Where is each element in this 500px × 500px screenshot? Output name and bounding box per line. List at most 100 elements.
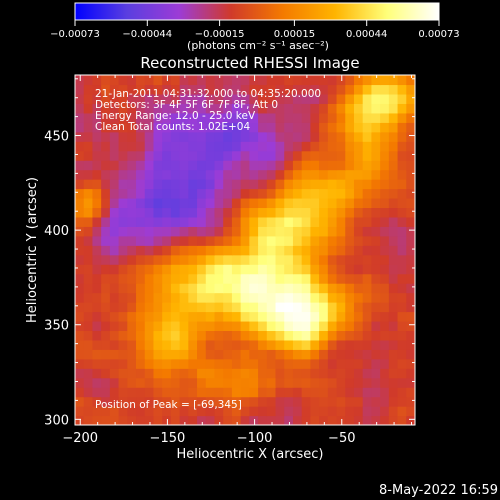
heatmap-cell [118,160,128,171]
heatmap-cell [144,141,155,152]
heatmap-cell [406,330,415,341]
heatmap-cell [127,216,137,227]
heatmap-cell [284,112,294,123]
heatmap-cell [127,330,137,341]
heatmap-cell [240,93,250,104]
heatmap-cell [301,216,311,227]
heatmap-cell [284,339,294,350]
heatmap-cell [75,179,85,190]
heatmap-cell [371,330,381,341]
heatmap-cell [214,368,224,379]
heatmap-cell [162,150,172,161]
heatmap-cell [371,150,381,161]
heatmap-cell [336,169,346,180]
heatmap-cell [188,207,198,218]
heatmap-cell [336,406,346,417]
heatmap-cell [179,103,189,114]
heatmap-cell [310,245,320,256]
heatmap-cell [205,273,216,284]
heatmap-cell [266,122,277,133]
heatmap-cell [231,141,242,152]
heatmap-cell [266,112,277,123]
heatmap-cell [266,292,277,303]
heatmap-cell [319,254,329,265]
heatmap-cell [275,226,285,237]
heatmap-cell [301,103,311,114]
heatmap-cell [118,368,128,379]
heatmap-cell [362,141,373,152]
heatmap-cell [188,188,198,199]
heatmap-cell [266,150,277,161]
heatmap-cell [109,112,120,123]
heatmap-cell [223,292,233,303]
heatmap-cell [380,141,390,152]
colorbar-tick-label: −0.00044 [122,29,172,40]
heatmap-cell [231,245,242,256]
heatmap-cell [170,387,181,398]
heatmap-cell [336,216,346,227]
heatmap-cell [310,358,320,369]
heatmap-cell [292,396,303,407]
heatmap-cell [109,311,120,322]
heatmap-cell [92,197,102,209]
heatmap-cell [292,415,303,425]
heatmap-cell [109,93,120,104]
heatmap-cell [109,141,120,152]
heatmap-cell [388,311,399,322]
heatmap-cell [153,226,163,237]
heatmap-cell [205,197,216,209]
heatmap-cell [170,207,181,218]
heatmap-cell [136,320,146,332]
heatmap-cell [249,169,259,180]
heatmap-cell [197,320,207,332]
heatmap-cell [118,226,128,237]
heatmap-cell [136,150,146,161]
heatmap-cell [388,377,399,388]
heatmap-cell [240,283,250,294]
heatmap-cell [249,141,259,152]
heatmap-cell [153,339,163,350]
heatmap-cell [284,207,294,218]
heatmap-cell [397,179,407,190]
heatmap-cell [327,377,338,388]
heatmap-cell [231,216,242,227]
heatmap-cell [397,302,407,313]
heatmap-cell [275,264,285,275]
heatmap-cell [179,131,189,142]
heatmap-cell [197,273,207,284]
heatmap-cell [205,311,216,322]
heatmap-cell [231,283,242,294]
heatmap-cell [205,292,216,303]
heatmap-cell [353,160,364,171]
heatmap-cell [327,406,338,417]
heatmap-cell [319,245,329,256]
heatmap-cell [345,320,355,332]
heatmap-cell [371,235,381,246]
heatmap-cell [258,160,268,171]
heatmap-cell [362,197,373,209]
heatmap-cell [353,264,364,275]
heatmap-cell [292,141,303,152]
heatmap-cell [380,320,390,332]
heatmap-cell [371,197,381,209]
heatmap-cell [353,188,364,199]
heatmap-cell [144,368,155,379]
heatmap-cell [179,75,189,86]
plot-frame [74,74,416,426]
heatmap-cell [249,254,259,265]
heatmap-cell [205,131,216,142]
heatmap-cell [258,245,268,256]
heatmap-cell [275,207,285,218]
heatmap-cell [223,112,233,123]
heatmap-cell [327,349,338,360]
heatmap-cell [170,320,181,332]
heatmap-cell [284,264,294,275]
heatmap-cell [249,273,259,284]
heatmap-cell [406,122,415,133]
heatmap-cell [109,339,120,350]
heatmap-cell [301,141,311,152]
heatmap-cell [101,226,111,237]
heatmap-cell [170,150,181,161]
heatmap-cell [258,254,268,265]
heatmap-cell [109,197,120,209]
